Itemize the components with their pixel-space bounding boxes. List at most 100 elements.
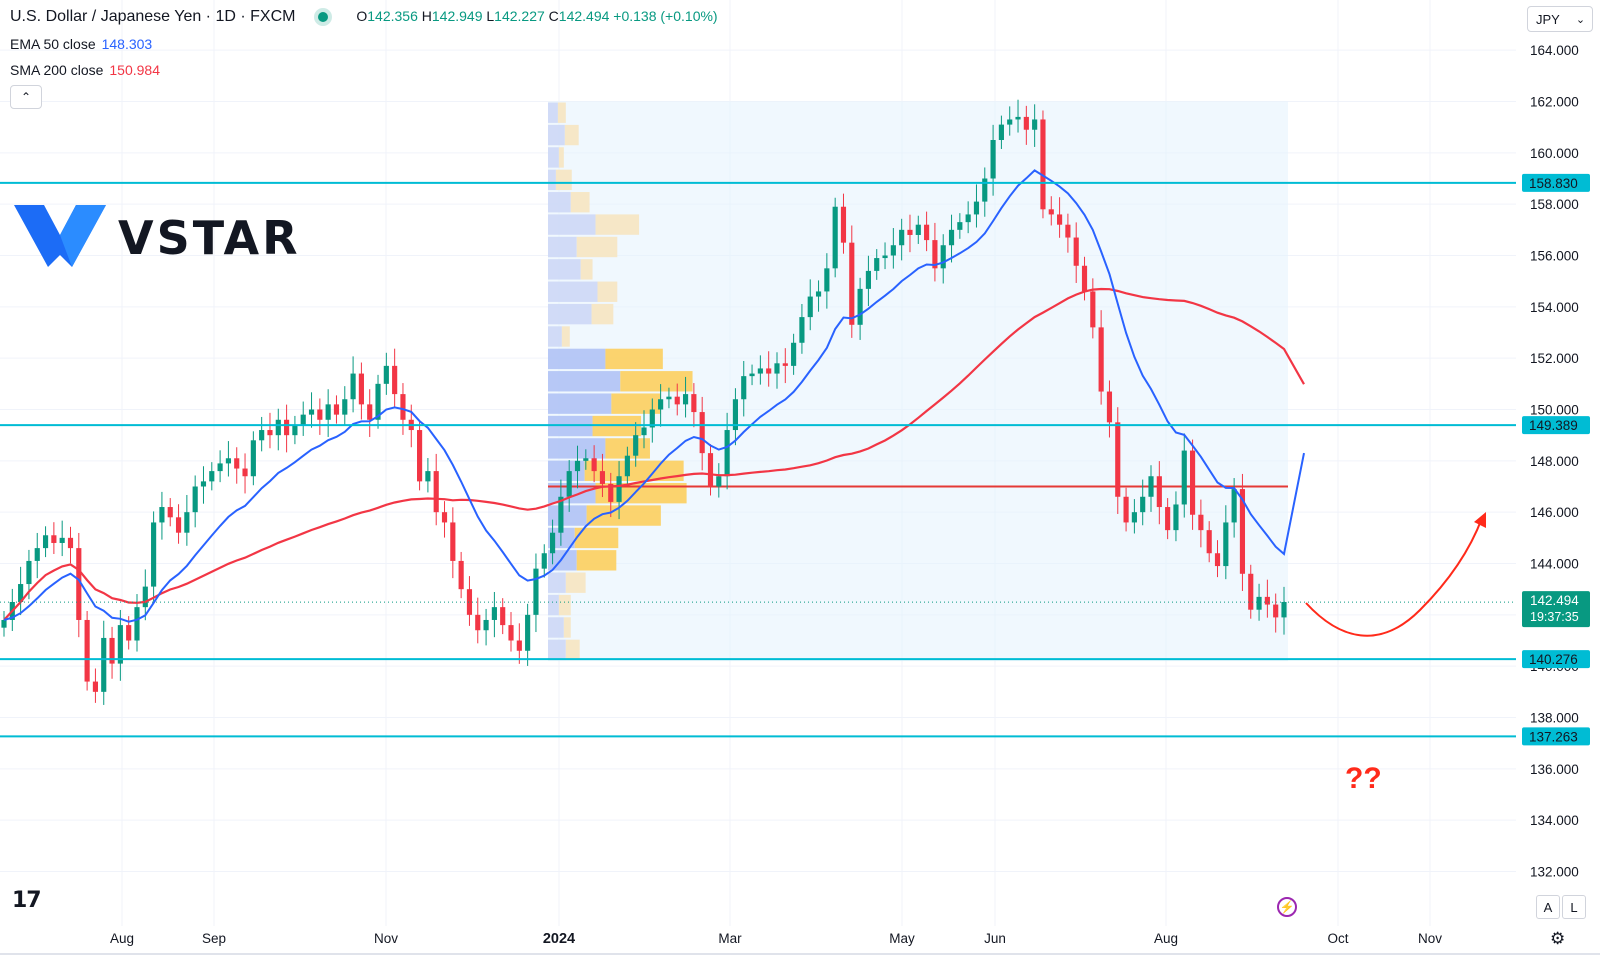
candle-body <box>1057 214 1063 225</box>
candle-body <box>217 463 223 472</box>
candle-body <box>699 412 705 454</box>
candle-body <box>766 368 772 374</box>
candle-body <box>574 460 581 472</box>
candle-body <box>724 430 730 477</box>
y-tick-label: 136.000 <box>1530 762 1579 777</box>
candle-body <box>242 468 248 477</box>
log-scale-button[interactable]: L <box>1562 895 1586 919</box>
candle-body <box>915 224 921 235</box>
volume-profile-bar-down <box>611 393 661 414</box>
candle-body <box>500 607 506 626</box>
volume-profile-bar-down <box>570 192 590 213</box>
candle-body <box>317 409 323 420</box>
candle-body <box>948 229 955 246</box>
candle-body <box>1073 237 1079 266</box>
candle-body <box>84 619 90 682</box>
candle-body <box>425 471 431 482</box>
candle-body <box>475 614 481 631</box>
candle-body <box>151 522 157 587</box>
y-tick-label: 146.000 <box>1530 505 1579 520</box>
candle-body <box>749 373 755 377</box>
volume-profile-bar-up <box>548 617 564 638</box>
tradingview-logo[interactable]: 17 <box>12 888 42 913</box>
candle-body <box>76 548 82 620</box>
price-level-tag <box>1522 650 1590 669</box>
candle-body <box>18 584 24 603</box>
candle-body <box>483 619 489 631</box>
candle-body <box>616 476 622 502</box>
candle-body <box>583 458 589 461</box>
candle-body <box>890 245 896 256</box>
candle-body <box>965 214 971 223</box>
candle-body <box>284 419 290 436</box>
lightning-icon[interactable]: ⚡ <box>1277 897 1297 917</box>
price-level-tag <box>1522 727 1590 746</box>
candle-body <box>815 291 822 297</box>
volume-profile-bar-down <box>595 214 640 235</box>
sma-200-line <box>3 287 1305 621</box>
candle-body <box>1156 476 1162 508</box>
x-tick-label: 2024 <box>543 931 575 947</box>
settings-gear-icon[interactable]: ⚙ <box>1550 929 1566 948</box>
volume-profile-bar-down <box>576 550 617 571</box>
candle-body <box>782 363 788 366</box>
volume-profile-bar-down <box>580 259 593 280</box>
candle-body <box>757 368 763 374</box>
y-tick-label: 156.000 <box>1530 249 1579 264</box>
candle-body <box>741 376 747 400</box>
candle-body <box>134 607 140 641</box>
sma-legend[interactable]: SMA 200 close 150.984 <box>10 62 160 78</box>
candle-body <box>375 383 381 420</box>
volume-profile-bar-up <box>548 572 566 593</box>
x-tick-label: Nov <box>1418 931 1442 946</box>
y-tick-label: 138.000 <box>1530 711 1579 726</box>
candle-body <box>1223 522 1229 567</box>
x-tick-label: Aug <box>110 931 134 946</box>
candle-body <box>209 471 215 482</box>
candle-body <box>882 255 888 259</box>
candle-body <box>383 365 389 384</box>
chevron-up-icon: ⌃ <box>20 90 32 104</box>
candle-body <box>466 589 473 615</box>
ema-legend[interactable]: EMA 50 close 148.303 <box>10 36 153 52</box>
price-level-label: 140.276 <box>1529 652 1578 667</box>
volume-profile-bar-up <box>548 371 621 392</box>
y-tick-label: 152.000 <box>1530 351 1579 366</box>
y-tick-label: 162.000 <box>1530 95 1579 110</box>
candle-body <box>549 532 556 554</box>
candle-body <box>516 640 522 651</box>
candle-body <box>924 224 930 241</box>
candle-body <box>200 481 207 487</box>
candle-body <box>51 535 57 543</box>
candle-body <box>608 483 614 502</box>
candle-body <box>732 399 739 431</box>
candle-body <box>899 229 905 246</box>
candle-body <box>840 206 847 243</box>
volume-profile-bar-up <box>548 124 565 146</box>
collapse-legend-button[interactable]: ⌃ <box>10 85 42 109</box>
x-tick-label: May <box>889 931 915 946</box>
candle-body <box>874 258 880 271</box>
volume-profile-bar-down <box>557 102 566 123</box>
volume-profile-bar-up <box>548 303 592 325</box>
price-level-tag <box>1522 173 1590 192</box>
candle-body <box>682 394 689 405</box>
auto-scale-button[interactable]: A <box>1536 895 1560 919</box>
candle-body <box>591 458 597 472</box>
candle-body <box>1281 602 1287 618</box>
price-level-label: 149.389 <box>1529 418 1578 433</box>
volume-profile-bar-down <box>565 639 580 661</box>
symbol-title[interactable]: U.S. Dollar / Japanese Yen · 1D · FXCM <box>10 8 296 25</box>
volume-profile-bar-down <box>574 527 619 549</box>
candle-body <box>1248 573 1254 610</box>
candle-body <box>1015 116 1021 120</box>
y-tick-label: 154.000 <box>1530 300 1579 315</box>
currency-selector[interactable]: JPY ⌄ <box>1527 6 1593 32</box>
volume-profile-bar-down <box>597 281 618 302</box>
volume-profile-bar-down <box>591 303 614 325</box>
volume-profile-bar-up <box>548 281 598 302</box>
volume-profile-bar-up <box>548 505 587 526</box>
projection-arrow <box>1305 517 1483 637</box>
y-tick-label: 160.000 <box>1530 146 1579 161</box>
